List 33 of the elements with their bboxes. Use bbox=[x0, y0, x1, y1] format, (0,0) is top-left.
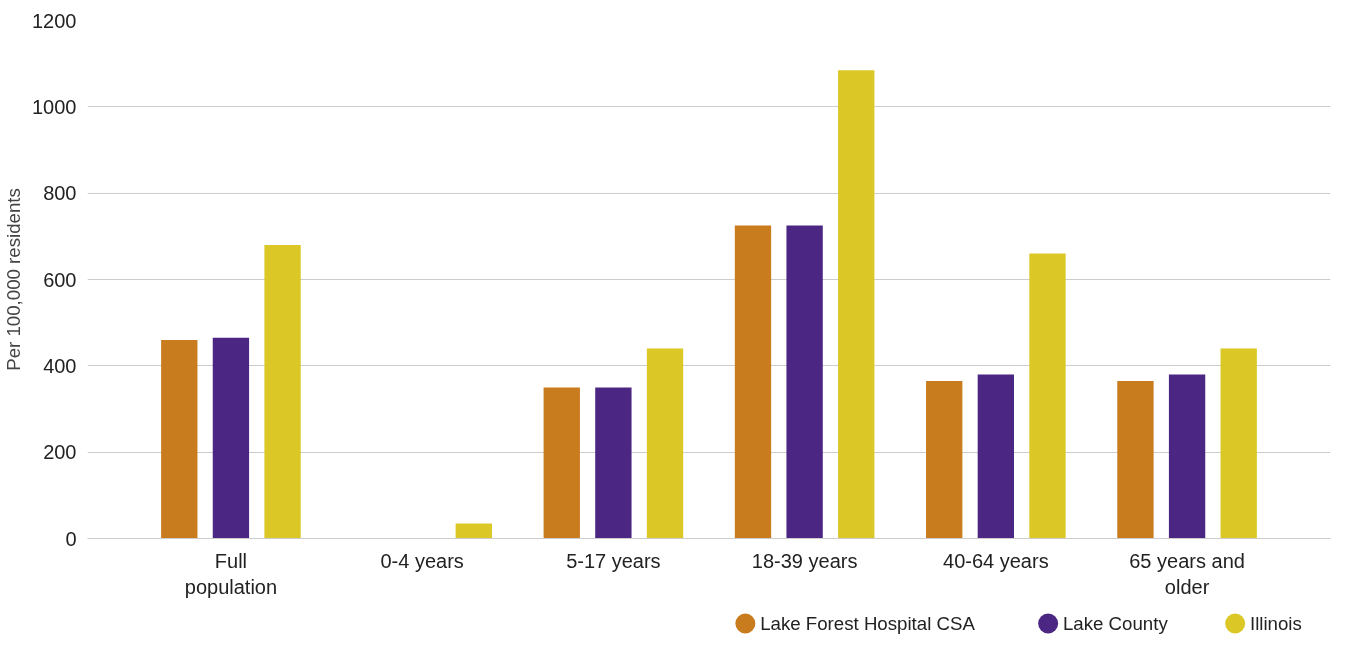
bar bbox=[734, 225, 772, 539]
bar bbox=[595, 387, 632, 539]
y-tick-label: 0 bbox=[65, 527, 77, 550]
x-tick-label: 18-39 years bbox=[751, 549, 858, 572]
y-tick-label: 1200 bbox=[32, 9, 77, 32]
bar bbox=[1168, 374, 1206, 539]
bar bbox=[264, 244, 301, 539]
y-tick-label: 1000 bbox=[32, 95, 77, 118]
bar bbox=[1220, 348, 1257, 539]
bar bbox=[646, 348, 684, 539]
bar bbox=[212, 337, 250, 539]
y-tick-label: 400 bbox=[43, 354, 77, 377]
y-tick-label: 600 bbox=[43, 268, 77, 291]
bar bbox=[838, 70, 875, 539]
bar bbox=[977, 374, 1015, 539]
bar bbox=[455, 523, 492, 539]
bar bbox=[543, 387, 580, 539]
legend-label: Lake County bbox=[1062, 613, 1169, 634]
bar bbox=[1029, 253, 1066, 539]
legend-label: Lake Forest Hospital CSA bbox=[760, 613, 976, 634]
x-tick-label: 0-4 years bbox=[380, 549, 464, 572]
x-tick-label: 5-17 years bbox=[566, 549, 661, 572]
y-tick-label: 200 bbox=[43, 441, 77, 464]
bar bbox=[786, 225, 823, 539]
y-axis-title: Per 100,000 residents bbox=[3, 188, 25, 371]
bar bbox=[1117, 380, 1154, 539]
x-tick-label: 40-64 years bbox=[943, 549, 1049, 572]
bar bbox=[161, 339, 198, 539]
y-tick-label: 800 bbox=[43, 182, 77, 205]
legend-label: Illinois bbox=[1249, 613, 1302, 634]
x-tick-label: 65 years and older bbox=[1129, 549, 1245, 598]
bar bbox=[926, 380, 963, 539]
x-tick-label: Full population bbox=[184, 549, 278, 598]
